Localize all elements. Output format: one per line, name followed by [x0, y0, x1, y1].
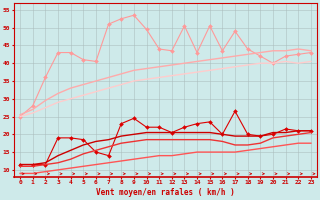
X-axis label: Vent moyen/en rafales ( km/h ): Vent moyen/en rafales ( km/h )	[96, 188, 235, 197]
